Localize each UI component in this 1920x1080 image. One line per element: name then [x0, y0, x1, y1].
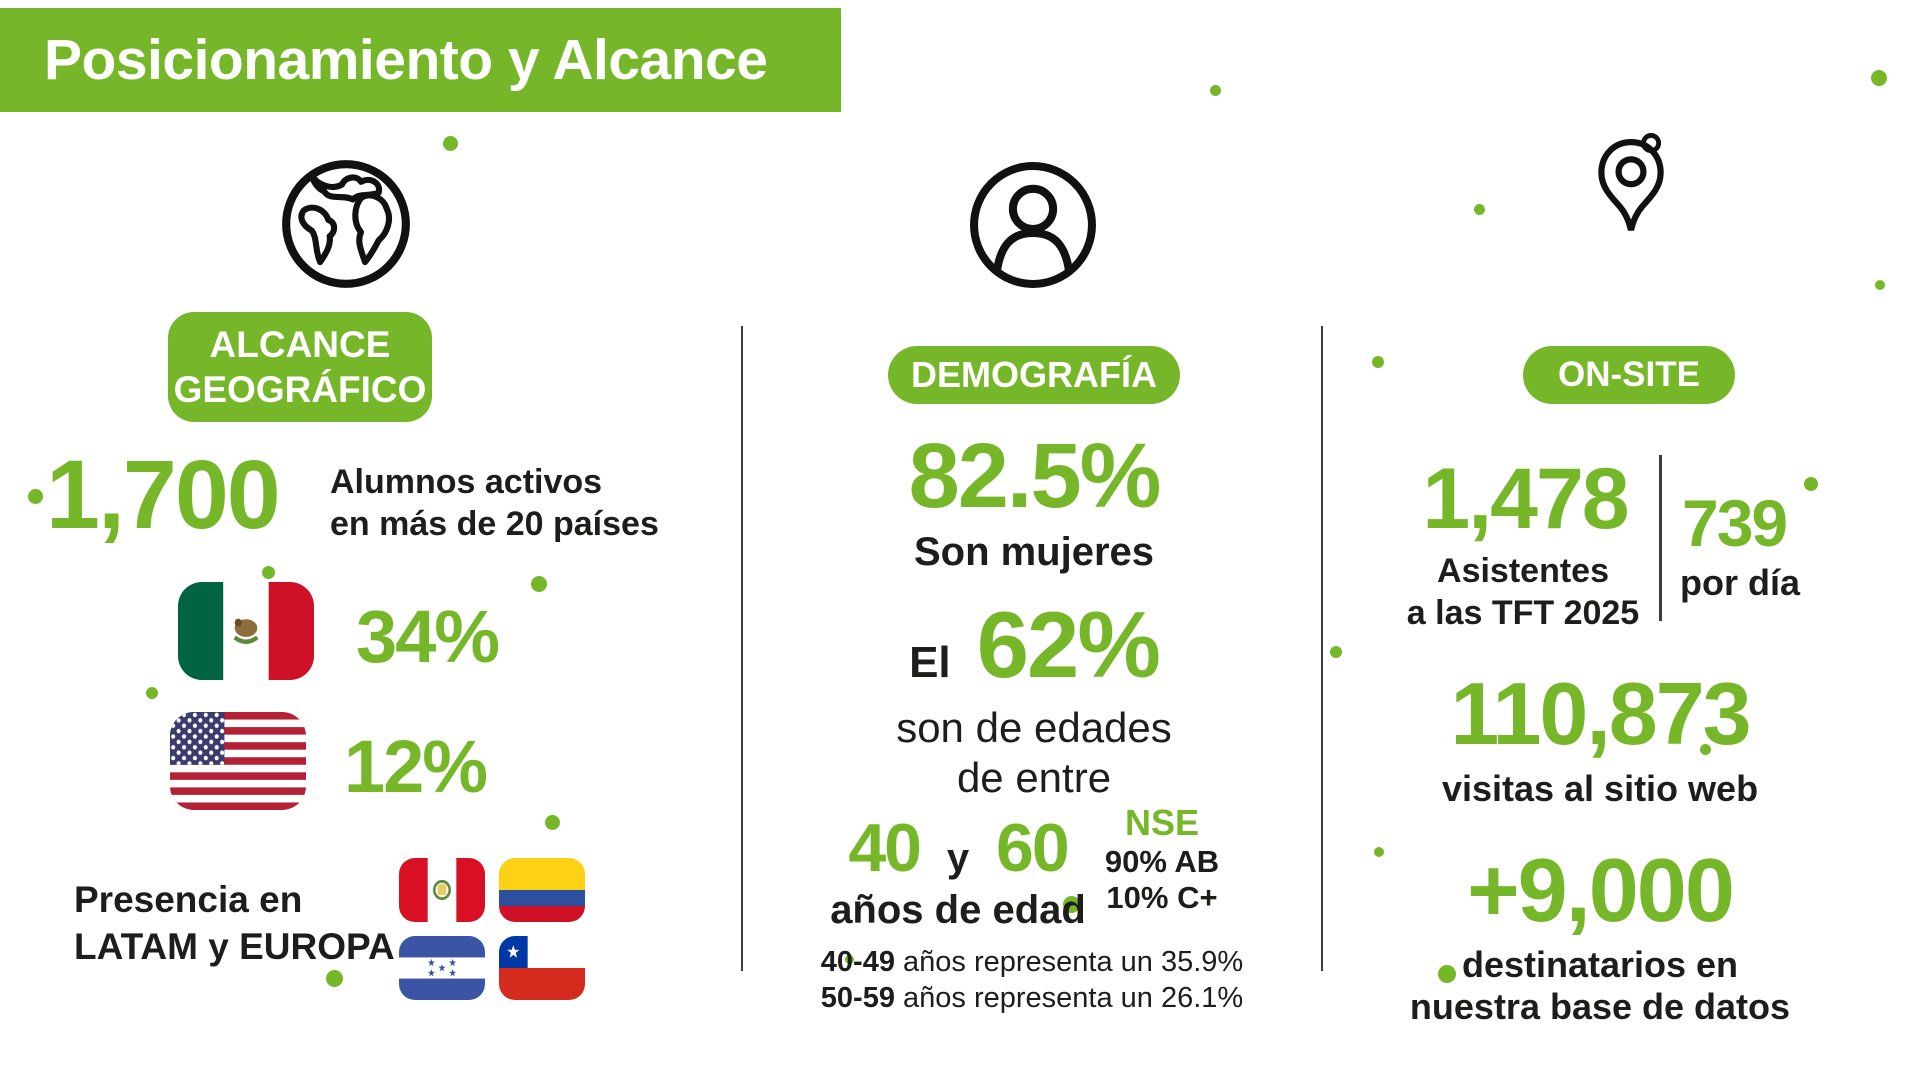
decor-dot [1875, 280, 1885, 290]
database-number: +9,000 [1467, 841, 1735, 941]
decor-dot [1474, 204, 1485, 215]
decor-dot [146, 687, 158, 699]
colombia-flag [499, 858, 585, 922]
age-prefix: El [909, 638, 951, 687]
peru-flag [399, 858, 485, 922]
decor-dot [262, 566, 275, 579]
active-students-number: 1,700 [46, 440, 281, 549]
database-label: destinatarios en nuestra base de datos [1409, 944, 1791, 1027]
honduras-flag [399, 936, 485, 1000]
decor-dot [326, 970, 343, 987]
decor-dot [1372, 356, 1384, 368]
women-label: Son mujeres [913, 530, 1155, 574]
age-percentage-line: El 62% [820, 598, 1248, 692]
onsite-badge: ON-SITE [1523, 346, 1735, 404]
decor-dot [28, 489, 43, 504]
age-breakdown: 40-49 años representa un 35.9% 50-59 año… [810, 944, 1254, 1016]
age-percentage: 62% [976, 592, 1161, 697]
age-to: 60 [996, 810, 1070, 886]
usa-flag [170, 712, 306, 810]
column-divider-1 [741, 326, 743, 971]
age-from: 40 [848, 810, 922, 886]
attendees-number: 1,478 [1422, 451, 1629, 547]
attendees-label: Asistentes a las TFT 2025 [1406, 552, 1640, 632]
active-students-label: Alumnos activos en más de 20 países [330, 463, 659, 543]
nse-block: NSE 90% AB 10% C+ [1100, 802, 1224, 916]
decor-dot [1210, 85, 1221, 96]
age-range: 40 y 60 [818, 814, 1098, 882]
decor-dot [1374, 847, 1384, 857]
decor-dot [443, 136, 458, 151]
geographic-badge: ALCANCE GEOGRÁFICO [168, 312, 432, 422]
nse-line2: 10% C+ [1106, 880, 1218, 915]
decor-dot [531, 576, 547, 592]
nse-line1: 90% AB [1104, 844, 1220, 879]
globe-icon [282, 160, 410, 288]
geographic-badge-line1: ALCANCE [209, 323, 391, 365]
decor-dot [845, 955, 854, 964]
decor-dot [1700, 744, 1711, 755]
decor-dot [1063, 896, 1080, 913]
page-title: Posicionamiento y Alcance [44, 28, 768, 92]
chile-flag [499, 936, 585, 1000]
decor-dot [545, 815, 560, 830]
age-breakdown-row: 40-49 años representa un 35.9% [820, 946, 1244, 978]
mexico-percentage: 34% [356, 595, 500, 678]
header-banner: Posicionamiento y Alcance [0, 8, 841, 112]
nse-title: NSE [1124, 802, 1200, 843]
attendees-divider [1659, 455, 1662, 621]
web-visits-label: visitas al sitio web [1441, 768, 1759, 809]
mexico-flag [178, 582, 314, 680]
age-desc-line2: de entre [956, 754, 1112, 801]
age-desc-line1: son de edades [896, 704, 1172, 751]
decor-dot [1330, 646, 1342, 658]
usa-percentage: 12% [344, 725, 488, 808]
column-divider-2 [1321, 326, 1323, 971]
web-visits-number: 110,873 [1450, 664, 1751, 763]
per-day-label: por día [1680, 562, 1801, 603]
demography-badge: DEMOGRAFÍA [888, 346, 1180, 404]
age-breakdown-row: 50-59 años representa un 26.1% [820, 982, 1244, 1014]
age-unit-label: años de edad [830, 888, 1086, 932]
decor-dot [1804, 477, 1818, 491]
age-conjunction: y [946, 836, 970, 880]
person-icon [970, 162, 1096, 288]
location-pin-icon [1598, 133, 1664, 231]
decor-dot [1871, 70, 1887, 86]
per-day-number: 739 [1682, 486, 1788, 560]
geographic-badge-line2: GEOGRÁFICO [173, 369, 427, 410]
presence-label: Presencia en LATAM y EUROPA [74, 879, 395, 967]
decor-dot [1438, 965, 1456, 983]
women-percentage: 82.5% [908, 425, 1162, 527]
